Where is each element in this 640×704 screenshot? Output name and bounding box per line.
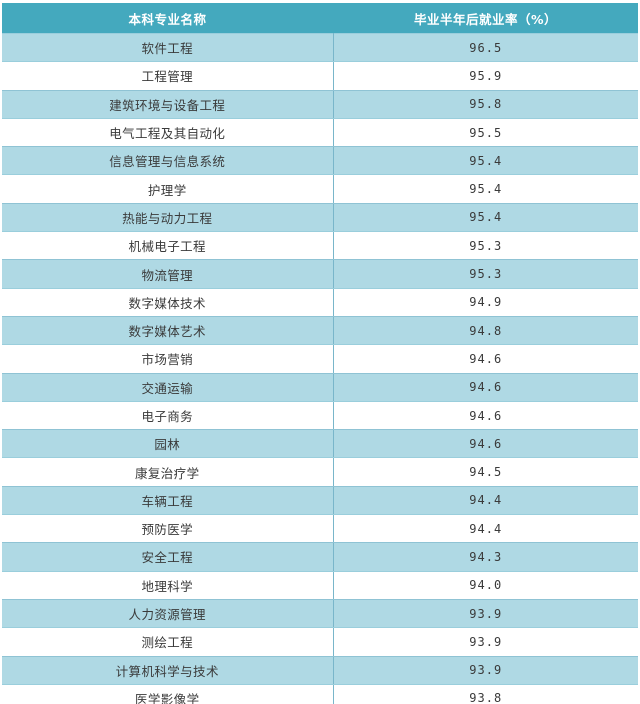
cell-employment-rate: 95.8 [333,89,638,119]
table-row: 交通运输 94.6 [2,372,638,402]
cell-major-name: 医学影像学 [2,683,334,704]
table-row: 安全工程 94.3 [2,542,638,572]
table-row: 建筑环境与设备工程 95.8 [2,89,638,119]
table-body: 软件工程 96.5 工程管理 95.9 建筑环境与设备工程 95.8 电气工程及其自动化 95… [2,32,638,704]
cell-employment-rate: 94.6 [333,344,638,374]
table-row: 信息管理与信息系统 95.4 [2,146,638,176]
cell-major-name: 人力资源管理 [2,598,334,629]
cell-major-name: 热能与动力工程 [2,202,334,233]
cell-employment-rate: 95.3 [333,231,638,261]
cell-employment-rate: 93.8 [333,683,638,704]
table-row: 车辆工程 94.4 [2,485,638,516]
cell-employment-rate: 93.9 [333,627,638,657]
cell-major-name: 建筑环境与设备工程 [2,89,334,119]
table-header: 本科专业名称 毕业半年后就业率（%） [2,3,638,34]
table-row: 园林 94.6 [2,429,638,459]
table-row: 数字媒体技术 94.9 [2,287,638,317]
cell-major-name: 数字媒体技术 [2,287,334,317]
table-row: 人力资源管理 93.9 [2,598,638,629]
cell-employment-rate: 93.9 [333,655,638,685]
cell-employment-rate: 94.9 [333,287,638,317]
table-row: 电气工程及其自动化 95.5 [2,117,638,148]
cell-employment-rate: 96.5 [333,32,638,63]
cell-employment-rate: 94.5 [333,457,638,487]
cell-employment-rate: 94.3 [333,542,638,572]
table-row: 机械电子工程 95.3 [2,231,638,261]
cell-employment-rate: 94.8 [333,315,638,346]
cell-major-name: 电子商务 [2,400,334,431]
cell-major-name: 信息管理与信息系统 [2,146,334,176]
table-row: 护理学 95.4 [2,174,638,204]
cell-major-name: 物流管理 [2,259,334,289]
table-row: 电子商务 94.6 [2,400,638,431]
cell-employment-rate: 94.4 [333,485,638,516]
cell-employment-rate: 95.4 [333,146,638,176]
cell-employment-rate: 95.4 [333,202,638,233]
cell-major-name: 园林 [2,429,334,459]
cell-major-name: 电气工程及其自动化 [2,117,334,148]
cell-employment-rate: 94.4 [333,514,638,544]
cell-employment-rate: 94.6 [333,400,638,431]
cell-major-name: 预防医学 [2,514,334,544]
cell-major-name: 地理科学 [2,570,334,600]
cell-major-name: 护理学 [2,174,334,204]
cell-employment-rate: 94.6 [333,429,638,459]
table-row: 医学影像学 93.8 [2,683,638,704]
cell-major-name: 车辆工程 [2,485,334,516]
cell-employment-rate: 95.3 [333,259,638,289]
cell-employment-rate: 93.9 [333,598,638,629]
table-row: 软件工程 96.5 [2,32,638,63]
cell-major-name: 市场营销 [2,344,334,374]
column-header-major: 本科专业名称 [128,11,207,27]
cell-major-name: 康复治疗学 [2,457,334,487]
column-header-employment-rate: 毕业半年后就业率（%） [413,11,558,27]
table-row: 计算机科学与技术 93.9 [2,655,638,685]
table-row: 预防医学 94.4 [2,514,638,544]
cell-major-name: 数字媒体艺术 [2,315,334,346]
cell-major-name: 软件工程 [2,32,334,63]
cell-major-name: 交通运输 [2,372,334,402]
cell-major-name: 计算机科学与技术 [2,655,334,685]
cell-employment-rate: 94.6 [333,372,638,402]
table-row: 测绘工程 93.9 [2,627,638,657]
table-row: 康复治疗学 94.5 [2,457,638,487]
table-row: 市场营销 94.6 [2,344,638,374]
table-row: 数字媒体艺术 94.8 [2,315,638,346]
cell-major-name: 机械电子工程 [2,231,334,261]
cell-major-name: 工程管理 [2,61,334,91]
cell-major-name: 安全工程 [2,542,334,572]
cell-major-name: 测绘工程 [2,627,334,657]
table-row: 热能与动力工程 95.4 [2,202,638,233]
cell-employment-rate: 95.4 [333,174,638,204]
table-row: 工程管理 95.9 [2,61,638,91]
table-row: 物流管理 95.3 [2,259,638,289]
table-row: 地理科学 94.0 [2,570,638,600]
cell-employment-rate: 94.0 [333,570,638,600]
header-row: 本科专业名称 毕业半年后就业率（%） [2,3,638,34]
cell-employment-rate: 95.9 [333,61,638,91]
employment-rate-table: 本科专业名称 毕业半年后就业率（%） 软件工程 96.5 工程管理 95.9 建筑环境与… [2,3,638,704]
cell-employment-rate: 95.5 [333,117,638,148]
